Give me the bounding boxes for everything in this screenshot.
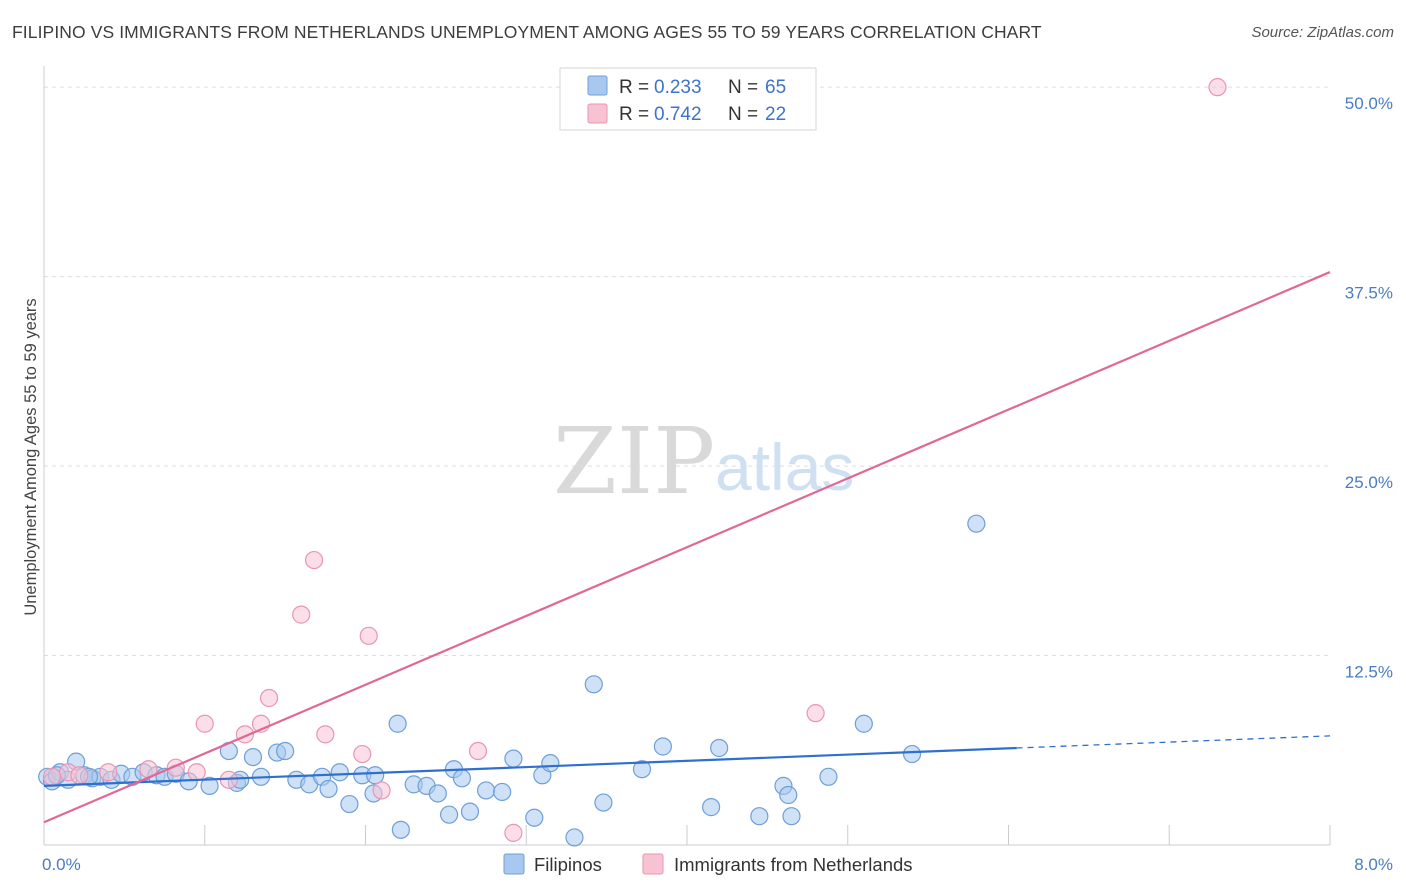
filipinos-point-36: [428, 784, 447, 803]
legend-n-label-netherlands: N =: [728, 104, 758, 125]
legend-n-value-netherlands: 22: [765, 104, 786, 125]
filipinos-point-52: [702, 798, 721, 817]
filipinos-point-61: [967, 514, 986, 533]
trendline-filipinos-extension: [1016, 735, 1331, 749]
trendlines: [43, 271, 1331, 824]
watermark-atlas: atlas: [715, 430, 854, 504]
legend-r-value-filipinos: 0.233: [654, 77, 702, 98]
bottom-legend-swatch-filipinos: [503, 853, 525, 875]
axes: [43, 66, 1331, 846]
netherlands-point-19: [806, 704, 825, 723]
filipinos-point-39: [452, 769, 472, 788]
filipinos-point-43: [504, 749, 523, 768]
netherlands-point-17: [468, 741, 488, 761]
source-attribution: Source: ZipAtlas.com: [1251, 24, 1394, 41]
filipinos-point-57: [782, 807, 801, 826]
legend-r-label-filipinos: R =: [619, 77, 649, 98]
filipinos-point-44: [525, 808, 544, 827]
trendline-netherlands: [43, 271, 1331, 824]
netherlands-point-13: [316, 725, 335, 744]
chart-title: FILIPINO VS IMMIGRANTS FROM NETHERLANDS …: [12, 22, 1042, 42]
filipinos-point-26: [319, 779, 338, 799]
legend-n-label-filipinos: N =: [728, 77, 758, 98]
filipinos-point-19: [243, 747, 263, 767]
watermark-zip: ZIP: [553, 408, 715, 515]
filipinos-point-53: [710, 738, 729, 758]
x-tick-label-0: 0.0%: [42, 855, 81, 874]
netherlands-point-0: [42, 767, 62, 786]
filipinos-point-33: [391, 820, 410, 839]
bottom-legend-label-filipinos: Filipinos: [534, 854, 602, 875]
trendline-filipinos: [43, 746, 1017, 787]
filipinos-point-46: [541, 754, 560, 773]
y-tick-label-2: 37.5%: [1345, 284, 1393, 303]
netherlands-point-12: [304, 550, 324, 570]
filipinos-point-40: [460, 802, 480, 821]
filipinos-point-27: [330, 763, 349, 782]
filipinos-point-58: [819, 767, 838, 786]
x-tick-labels: 0.0% 8.0%: [42, 855, 1393, 874]
filipinos-point-47: [565, 828, 584, 847]
netherlands-point-16: [372, 781, 391, 800]
y-axis-label: Unemployment Among Ages 55 to 59 years: [22, 298, 40, 615]
bottom-legend-swatch-netherlands: [642, 853, 664, 875]
bottom-legend: Filipinos Immigrants from Netherlands: [503, 853, 913, 875]
filipinos-point-51: [653, 737, 672, 756]
legend-n-value-filipinos: 65: [765, 77, 786, 98]
netherlands-point-18: [504, 823, 523, 842]
y-tick-label-0: 12.5%: [1345, 663, 1393, 682]
y-tick-label-3: 50.0%: [1345, 94, 1393, 113]
legend-swatch-netherlands: [587, 103, 608, 124]
gridlines: [44, 86, 1330, 657]
netherlands-point-10: [259, 688, 279, 708]
filipinos-point-42: [493, 782, 512, 802]
netherlands-point-5: [187, 763, 206, 782]
filipinos-point-16: [200, 776, 219, 795]
filipinos-point-60: [902, 744, 922, 764]
legend-r-value-netherlands: 0.742: [654, 104, 702, 125]
netherlands-point-20: [1208, 78, 1227, 97]
y-tick-labels: 12.5% 25.0% 37.5% 50.0%: [1345, 94, 1393, 681]
filipinos-point-59: [854, 714, 873, 733]
filipinos-point-56: [779, 785, 798, 805]
filipinos-point-28: [340, 794, 359, 814]
netherlands-point-21: [70, 766, 89, 785]
legend-r-label-netherlands: R =: [619, 104, 649, 125]
netherlands-point-15: [359, 626, 378, 645]
filipinos-point-50: [632, 760, 652, 779]
filipinos-point-48: [584, 675, 603, 694]
legend-swatch-filipinos: [587, 75, 608, 96]
y-tick-label-1: 25.0%: [1345, 473, 1393, 492]
filipinos-point-41: [476, 781, 496, 800]
filipinos-point-32: [388, 714, 407, 733]
filipinos-point-49: [594, 793, 613, 812]
netherlands-point-11: [292, 605, 311, 624]
filipinos-points: [38, 514, 986, 847]
x-tick-label-1: 8.0%: [1354, 855, 1393, 874]
legend-box: R = 0.233 N = 65 R = 0.742 N = 22: [559, 67, 817, 131]
netherlands-point-6: [195, 714, 214, 733]
filipinos-point-22: [276, 741, 295, 761]
filipinos-point-54: [750, 807, 769, 826]
netherlands-points: [42, 78, 1227, 842]
filipinos-point-37: [439, 805, 459, 824]
netherlands-point-2: [99, 763, 118, 782]
netherlands-point-14: [353, 744, 372, 764]
filipinos-point-31: [366, 766, 385, 785]
bottom-legend-label-netherlands: Immigrants from Netherlands: [674, 854, 913, 875]
